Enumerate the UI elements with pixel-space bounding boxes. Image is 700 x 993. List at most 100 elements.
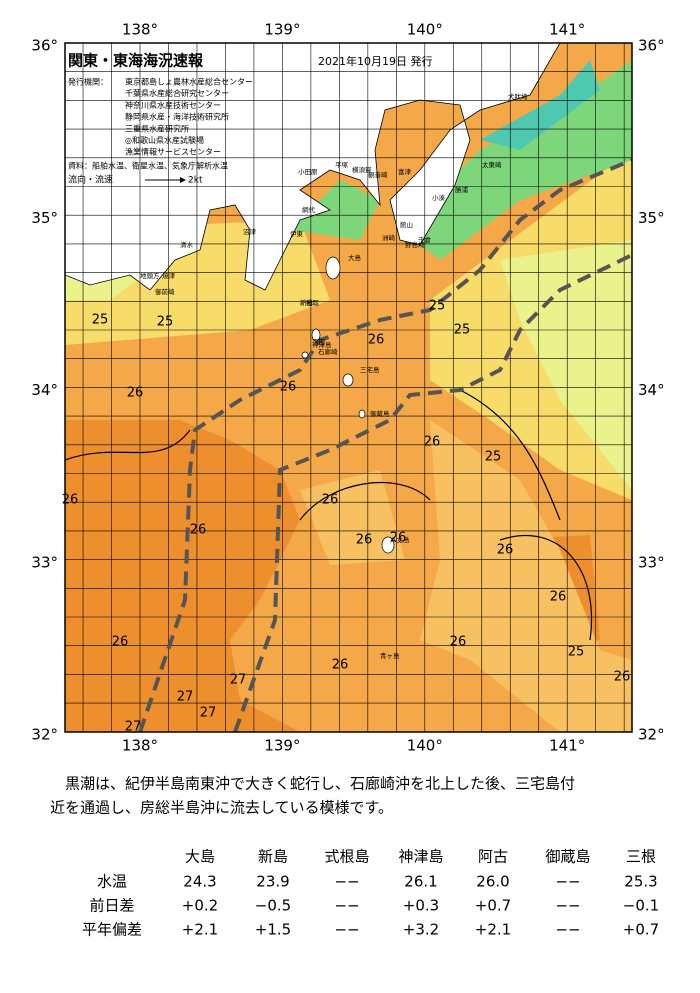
place-name: 御前崎 xyxy=(155,287,175,296)
contour-label: 26 xyxy=(356,533,373,548)
table-cell: −− xyxy=(334,921,359,939)
contour-label: 25 xyxy=(485,450,502,465)
row-label: 平年偏差 xyxy=(82,921,142,939)
place-name: 御蔵島 xyxy=(370,409,390,418)
contour-label: 26 xyxy=(497,543,514,558)
table-cell: 26.0 xyxy=(476,873,509,891)
place-name: 下田 xyxy=(312,338,325,346)
map-frame xyxy=(64,42,633,733)
place-name: 富津 xyxy=(398,167,412,176)
contour-label: 26 xyxy=(322,493,339,508)
contour-label: 26 xyxy=(424,435,441,450)
agency: 漁業情報サービスセンター xyxy=(125,147,221,157)
place-name: 三宅島 xyxy=(360,365,380,374)
description-line: 近を通過し、房総半島沖に流去している模様です。 xyxy=(50,799,393,817)
latitude-label: 36° xyxy=(31,37,58,55)
contour-label: 26 xyxy=(190,523,207,538)
contour-label: 26 xyxy=(550,590,567,605)
place-name: 八丈島 xyxy=(390,535,410,544)
table-header: 御蔵島 xyxy=(545,848,590,866)
table-header: 大島 xyxy=(185,848,215,866)
place-name: 館山 xyxy=(400,220,413,229)
row-label: 前日差 xyxy=(89,897,134,915)
latitude-label: 34° xyxy=(31,381,58,399)
latitude-label: 33° xyxy=(638,553,665,571)
contour-label: 25 xyxy=(454,323,471,338)
place-name: 神津島 xyxy=(312,340,332,349)
contour-label: 27 xyxy=(177,690,194,705)
place-name: 新島 xyxy=(300,298,314,307)
agency: 千葉県水産総合研究センター xyxy=(125,88,229,98)
contour-label: 26 xyxy=(450,635,467,650)
table-cell: +1.5 xyxy=(255,921,291,939)
longitude-label: 139° xyxy=(264,737,300,755)
description-line: 黒潮は、紀伊半島南東沖で大きく蛇行し、石廊崎沖を北上した後、三宅島付 xyxy=(65,775,575,793)
latitude-label: 35° xyxy=(31,209,58,227)
contour-label: 26 xyxy=(614,670,631,685)
longitude-label: 138° xyxy=(122,21,158,39)
longitude-label: 140° xyxy=(407,737,443,755)
place-name: 伊東 xyxy=(290,229,304,238)
place-name: 青ヶ島 xyxy=(380,651,400,660)
agency-label: 発行機関： xyxy=(68,77,108,87)
table-cell: −− xyxy=(334,873,359,891)
place-name: 太東崎 xyxy=(482,160,502,169)
mild-region xyxy=(420,420,632,732)
place-name: 稲取 xyxy=(306,298,320,307)
contour-label: 26 xyxy=(62,493,79,508)
flow-scale: 2kt xyxy=(188,176,203,186)
table-cell: −− xyxy=(334,897,359,915)
place-name: 勝浦 xyxy=(455,185,469,194)
table-header: 阿古 xyxy=(478,848,508,866)
latitude-label: 34° xyxy=(638,381,665,399)
labels: 関東・東海海況速報 2021年10月19日 発行 発行機関： 資料：船舶水温、衛… xyxy=(68,52,433,186)
table-cell: 24.3 xyxy=(183,873,216,891)
contour-label: 27 xyxy=(200,706,217,721)
place-name: 洲崎 xyxy=(382,233,396,242)
flow-arrowhead xyxy=(180,177,186,183)
table-cell: −− xyxy=(555,897,580,915)
place-name: 平塚 xyxy=(335,160,349,169)
table-cell: +3.2 xyxy=(403,921,439,939)
table-cell: +2.1 xyxy=(182,921,218,939)
map xyxy=(65,43,632,732)
isotherm xyxy=(65,389,593,641)
contour-label: 25 xyxy=(568,645,585,660)
contour-label: 26 xyxy=(112,635,129,650)
islands xyxy=(301,256,395,554)
flow-label: 流向・流速 xyxy=(68,174,113,186)
place-name: 沼津 xyxy=(243,227,257,236)
agency: 静岡県水産・海洋技術研究所 xyxy=(125,112,229,122)
kuroshio-axis xyxy=(233,253,632,732)
place-name: 大島 xyxy=(348,253,362,262)
issued-date: 2021年10月19日 発行 xyxy=(318,54,433,68)
agency: 神奈川県水産技術センター xyxy=(125,100,221,110)
table-cell: +0.7 xyxy=(623,921,659,939)
latitude-label: 32° xyxy=(31,726,58,744)
contour-label: 25 xyxy=(429,299,446,314)
source: 資料：船舶水温、衛星水温、気象庁解析水温 xyxy=(68,161,228,171)
place-name: 清水 xyxy=(180,240,194,249)
title: 関東・東海海況速報 xyxy=(68,52,204,70)
agency: 三重県水産研究所 xyxy=(125,123,189,133)
longitude-label: 141° xyxy=(549,737,585,755)
contour-label: 25 xyxy=(92,313,109,328)
place-name: 焼津 xyxy=(162,272,176,280)
latitude-label: 36° xyxy=(638,37,665,55)
agency: 東京都島しょ農林水産総合センター xyxy=(125,77,253,87)
land xyxy=(65,43,561,291)
table-header: 三根 xyxy=(626,848,656,866)
table-cell: +2.1 xyxy=(475,921,511,939)
mild-region xyxy=(300,470,405,565)
table-header: 式根島 xyxy=(324,848,369,866)
kuroshio-axis xyxy=(138,158,632,732)
latitude-label: 32° xyxy=(638,726,665,744)
place-name: 小田原 xyxy=(298,167,318,176)
place-name: 石廊崎 xyxy=(318,347,338,356)
contour-label: 25 xyxy=(157,315,174,330)
longitude-label: 139° xyxy=(264,21,300,39)
coastal-region xyxy=(400,60,632,260)
table-cell: 25.3 xyxy=(624,873,657,891)
coastal-region xyxy=(290,180,380,240)
